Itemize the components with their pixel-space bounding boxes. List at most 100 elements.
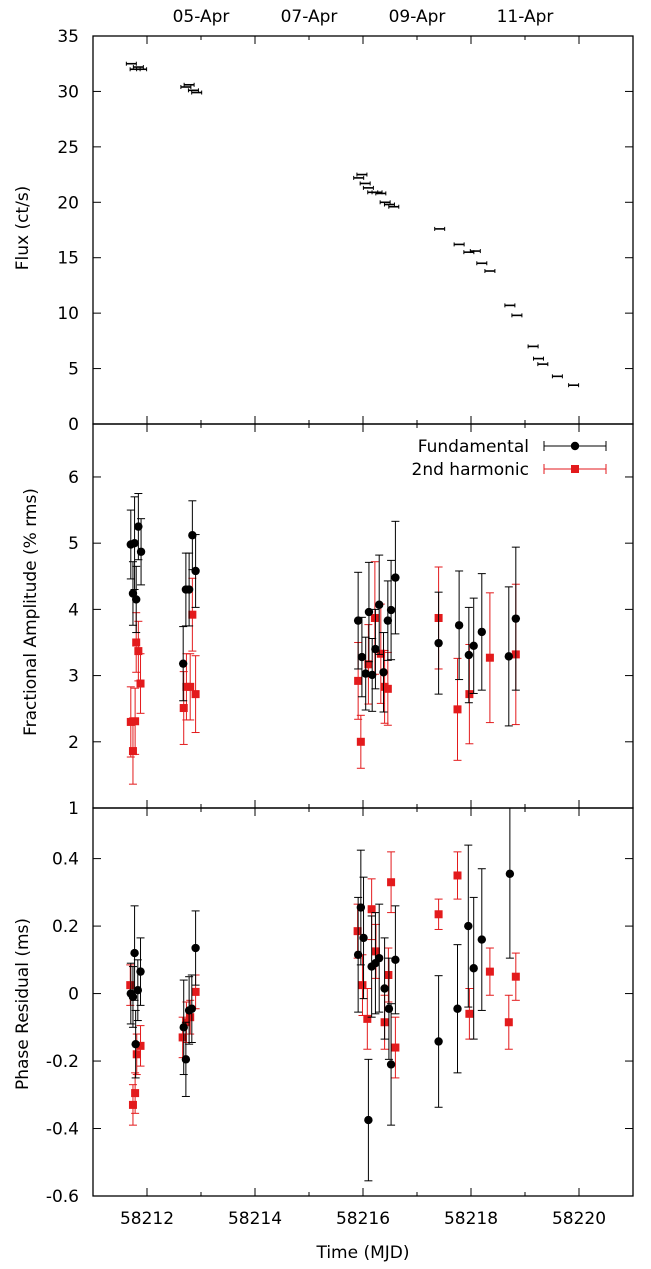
amplitude-harmonic-point	[134, 647, 143, 656]
legend-sample-2nd-harmonic-marker	[571, 465, 579, 473]
phase-fundamental-point	[353, 950, 363, 959]
ytick-label-flux: 10	[57, 304, 79, 324]
amplitude-harmonic-point	[376, 649, 385, 658]
phase-fundamental-point	[130, 948, 139, 958]
amplitude-fundamental-point	[383, 616, 393, 625]
panel-frame-flux	[92, 35, 634, 425]
amplitude-fundamental-point	[464, 650, 474, 660]
ytick-label-flux: 25	[57, 138, 79, 158]
data-marks	[125, 61, 580, 1182]
ytick-label-flux: 35	[57, 27, 79, 47]
panel-frames	[92, 35, 634, 1197]
phase-harmonic-point	[178, 1033, 187, 1042]
phase-fundamental-point	[380, 984, 389, 993]
phase-harmonic-point	[391, 1043, 400, 1052]
phase-harmonic-point	[191, 987, 200, 996]
amplitude-fundamental-point	[357, 652, 367, 662]
phase-fundamental-point	[356, 903, 366, 912]
phase-harmonic-point	[371, 947, 380, 956]
phase-fundamental-point	[133, 985, 143, 995]
top-date-label: 11-Apr	[497, 7, 554, 27]
amplitude-harmonic-point	[465, 690, 474, 699]
legend-sample-fundamental-marker	[570, 441, 580, 451]
amplitude-fundamental-point	[353, 616, 363, 625]
amplitude-harmonic-point	[128, 747, 137, 756]
amplitude-fundamental-point	[367, 670, 377, 680]
phase-fundamental-point	[505, 869, 515, 878]
amplitude-harmonic-point	[179, 704, 188, 713]
amplitude-harmonic-point	[188, 610, 197, 619]
amplitude-fundamental-point	[364, 607, 374, 617]
ytick-label-amplitude: 4	[68, 600, 79, 620]
flux-ylabel: Flux (ct/s)	[13, 186, 33, 271]
panel-frame-phase	[92, 807, 634, 1197]
amplitude-harmonic-point	[364, 660, 373, 669]
phase-ylabel: Phase Residual (ms)	[13, 918, 33, 1090]
amplitude-harmonic-point	[354, 676, 363, 685]
top-date-label: 05-Apr	[173, 7, 230, 27]
legend-label-fundamental: Fundamental	[418, 437, 529, 457]
amplitude-harmonic-point	[136, 679, 145, 688]
ytick-label-amplitude: 6	[68, 468, 79, 488]
xtick-label: 58220	[552, 1209, 606, 1229]
xtick-label: 58218	[444, 1209, 498, 1229]
phase-fundamental-point	[453, 1004, 462, 1013]
phase-fundamental-point	[469, 964, 478, 973]
phase-harmonic-point	[434, 910, 443, 919]
phase-harmonic-point	[358, 981, 367, 990]
phase-fundamental-point	[477, 935, 486, 944]
amplitude-fundamental-point	[477, 627, 486, 637]
phase-harmonic-point	[128, 1100, 137, 1109]
ytick-label-flux: 5	[68, 360, 79, 380]
amplitude-harmonic-point	[191, 690, 200, 699]
amplitude-fundamental-point	[191, 566, 200, 576]
amplitude-fundamental-point	[136, 547, 146, 556]
ytick-label-flux: 15	[57, 249, 79, 269]
amplitude-fundamental-point	[386, 605, 396, 615]
amplitude-fundamental-point	[184, 585, 194, 594]
amplitude-fundamental-point	[469, 641, 478, 650]
ytick-label-phase: 0.2	[52, 917, 79, 937]
phase-harmonic-point	[131, 1089, 140, 1098]
phase-harmonic-point	[367, 905, 376, 914]
phase-fundamental-point	[375, 953, 384, 963]
phase-harmonic-point	[384, 971, 393, 980]
ytick-label-phase: -0.6	[46, 1187, 79, 1207]
phase-fundamental-point	[179, 1023, 188, 1032]
phase-harmonic-point	[485, 967, 494, 976]
phase-harmonic-point	[353, 927, 362, 936]
x-axis-label: Time (MJD)	[315, 1243, 409, 1263]
ytick-label-flux: 0	[68, 415, 79, 435]
phase-fundamental-point	[359, 933, 368, 943]
ytick-label-phase: -0.4	[46, 1120, 79, 1140]
xtick-label: 58214	[228, 1209, 282, 1229]
ytick-label-amplitude: 1	[68, 799, 79, 819]
amplitude-fundamental-point	[130, 538, 139, 548]
amplitude-fundamental-point	[188, 531, 197, 540]
phase-fundamental-point	[364, 1115, 373, 1125]
amplitude-fundamental-point	[434, 638, 443, 648]
phase-fundamental-point	[181, 1055, 191, 1064]
ytick-label-amplitude: 2	[68, 733, 79, 753]
phase-harmonic-point	[126, 981, 135, 990]
phase-fundamental-point	[131, 1039, 140, 1049]
amplitude-harmonic-point	[370, 613, 379, 622]
phase-fundamental-point	[391, 955, 400, 965]
phase-fundamental-point	[191, 943, 200, 953]
phase-harmonic-point	[511, 972, 520, 981]
amplitude-fundamental-point	[454, 621, 464, 630]
amplitude-harmonic-point	[131, 717, 140, 726]
axis-ticks: 0 5 10 15 20 25 30 35 1 2 3 4 5 6 -0.6 -0.4 -0.2 0 0.2 0.4 5…	[46, 7, 633, 1229]
phase-fundamental-point	[386, 1060, 396, 1069]
phase-harmonic-point	[136, 1041, 145, 1050]
panel-frame-amplitude	[92, 423, 634, 809]
phase-harmonic-point	[465, 1009, 474, 1018]
phase-harmonic-point	[132, 1050, 141, 1059]
ytick-label-phase: -0.2	[46, 1052, 79, 1072]
top-date-label: 09-Apr	[389, 7, 446, 27]
amplitude-harmonic-point	[186, 682, 195, 691]
ytick-label-amplitude: 5	[68, 534, 79, 554]
amplitude-harmonic-point	[132, 638, 141, 647]
amplitude-fundamental-point	[132, 595, 141, 604]
amplitude-fundamental-point	[379, 668, 388, 677]
